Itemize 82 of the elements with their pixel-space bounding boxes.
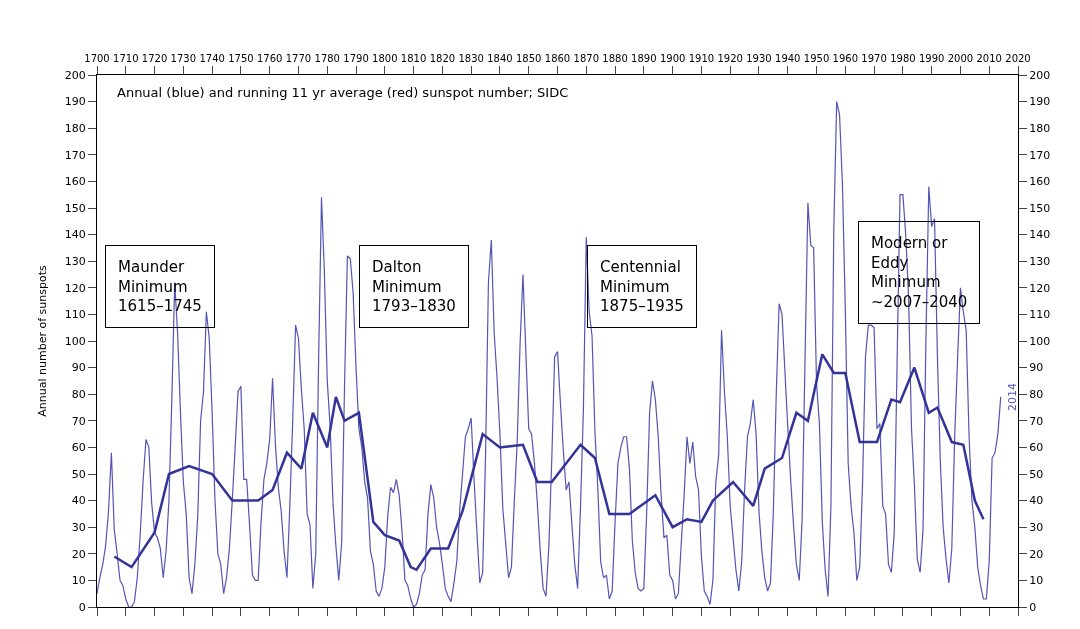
y-tick-label: 180 <box>64 122 86 136</box>
y-tick-label: 70 <box>71 414 86 428</box>
x-tick-label: 1750 <box>228 53 254 64</box>
x-tick-label: 1830 <box>458 53 484 64</box>
x-tick-label: 1920 <box>717 53 743 64</box>
y2-tick-label: 20 <box>1029 547 1044 561</box>
y2-tick-label: 0 <box>1029 600 1037 614</box>
y-tick-label: 170 <box>64 148 86 162</box>
y2-tick-label: 90 <box>1029 361 1044 375</box>
x-tick-label: 1960 <box>832 53 859 64</box>
y-tick-label: 60 <box>71 441 86 455</box>
x-tick-label: 1720 <box>141 53 168 64</box>
y-tick-label: 140 <box>64 228 86 242</box>
x-tick-label: 1890 <box>631 53 657 64</box>
x-tick-label: 1870 <box>573 53 600 64</box>
y2-tick-label: 40 <box>1029 494 1044 508</box>
x-tick-label: 1970 <box>861 53 887 64</box>
x-tick-label: 1910 <box>688 53 715 64</box>
y-tick-label: 150 <box>64 201 86 215</box>
y2-tick-label: 150 <box>1029 201 1051 215</box>
line-series <box>97 101 1002 607</box>
x-tick-label: 2010 <box>976 53 1002 64</box>
x-tick-label: 1820 <box>429 53 456 64</box>
x-tick-label: 1880 <box>602 53 628 64</box>
y2-tick-label: 30 <box>1029 521 1044 535</box>
x-tick-label: 1810 <box>400 53 427 64</box>
x-tick-label: 1990 <box>918 53 945 64</box>
annotation: 2014 <box>1006 383 1020 412</box>
x-tick-label: 1950 <box>803 53 830 64</box>
x-tick-label: 1790 <box>343 53 369 64</box>
y2-tick-label: 200 <box>1029 68 1051 82</box>
y-tick-label: 50 <box>71 467 86 481</box>
y-tick-label: 160 <box>64 175 86 189</box>
y2-tick-label: 160 <box>1029 175 1051 189</box>
x-tick-label: 1900 <box>659 53 686 64</box>
y2-tick-label: 110 <box>1029 308 1051 322</box>
x-tick-label: 1740 <box>199 53 225 64</box>
x-tick-label: 1700 <box>84 53 110 64</box>
y-tick-label: 120 <box>64 281 86 295</box>
y2-tick-label: 60 <box>1029 441 1044 455</box>
y-tick-label: 40 <box>71 494 86 508</box>
y2-tick-label: 10 <box>1029 574 1044 588</box>
x-tick-label: 1860 <box>544 53 571 64</box>
y2-tick-label: 70 <box>1029 414 1044 428</box>
x-tick-label: 1940 <box>775 53 801 64</box>
x-tick-label: 2020 <box>1005 53 1031 64</box>
y-tick-label: 10 <box>71 574 86 588</box>
x-tick-label: 2000 <box>947 53 974 64</box>
x-tick-label: 1800 <box>372 53 398 64</box>
y-tick-label: 130 <box>64 255 86 269</box>
y2-tick-label: 180 <box>1029 122 1051 136</box>
y2-tick-label: 120 <box>1029 281 1051 295</box>
text: Annual (blue) and running 11 yr average (red) sunspot number; SIDC <box>117 85 569 100</box>
annotation: Dalton Minimum 1793–1830 <box>372 258 456 315</box>
y2-tick-label: 80 <box>1029 388 1044 402</box>
x-tick-label: 1730 <box>170 53 197 64</box>
y-tick-label: 20 <box>71 547 86 561</box>
y2-tick-label: 170 <box>1029 148 1051 162</box>
annotation: Centennial Minimum 1875–1935 <box>600 258 684 315</box>
x-tick-label: 1850 <box>515 53 542 64</box>
y-tick-label: 90 <box>71 361 86 375</box>
y-tick-label: 100 <box>64 334 86 348</box>
y-tick-label: 190 <box>64 95 86 109</box>
y2-tick-label: 130 <box>1029 255 1051 269</box>
y-tick-label: 110 <box>64 308 86 322</box>
x-tick-label: 1710 <box>113 53 139 64</box>
x-tick-label: 1770 <box>285 53 312 64</box>
y2-tick-label: 100 <box>1029 334 1051 348</box>
y2-tick-label: 140 <box>1029 228 1051 242</box>
x-tick-label: 1840 <box>487 53 513 64</box>
y-axis-title: Annual number of sunspots <box>36 265 50 417</box>
x-tick-label: 1760 <box>256 53 283 64</box>
y-tick-label: 200 <box>64 68 86 82</box>
line-series <box>113 353 985 572</box>
x-tick-label: 1780 <box>314 53 340 64</box>
y-tick-label: 30 <box>71 521 86 535</box>
y2-tick-label: 190 <box>1029 95 1051 109</box>
x-tick-label: 1930 <box>746 53 772 64</box>
y-tick-label: 0 <box>78 600 86 614</box>
y-tick-label: 80 <box>71 388 86 402</box>
x-tick-label: 1980 <box>890 53 916 64</box>
y2-tick-label: 50 <box>1029 467 1044 481</box>
